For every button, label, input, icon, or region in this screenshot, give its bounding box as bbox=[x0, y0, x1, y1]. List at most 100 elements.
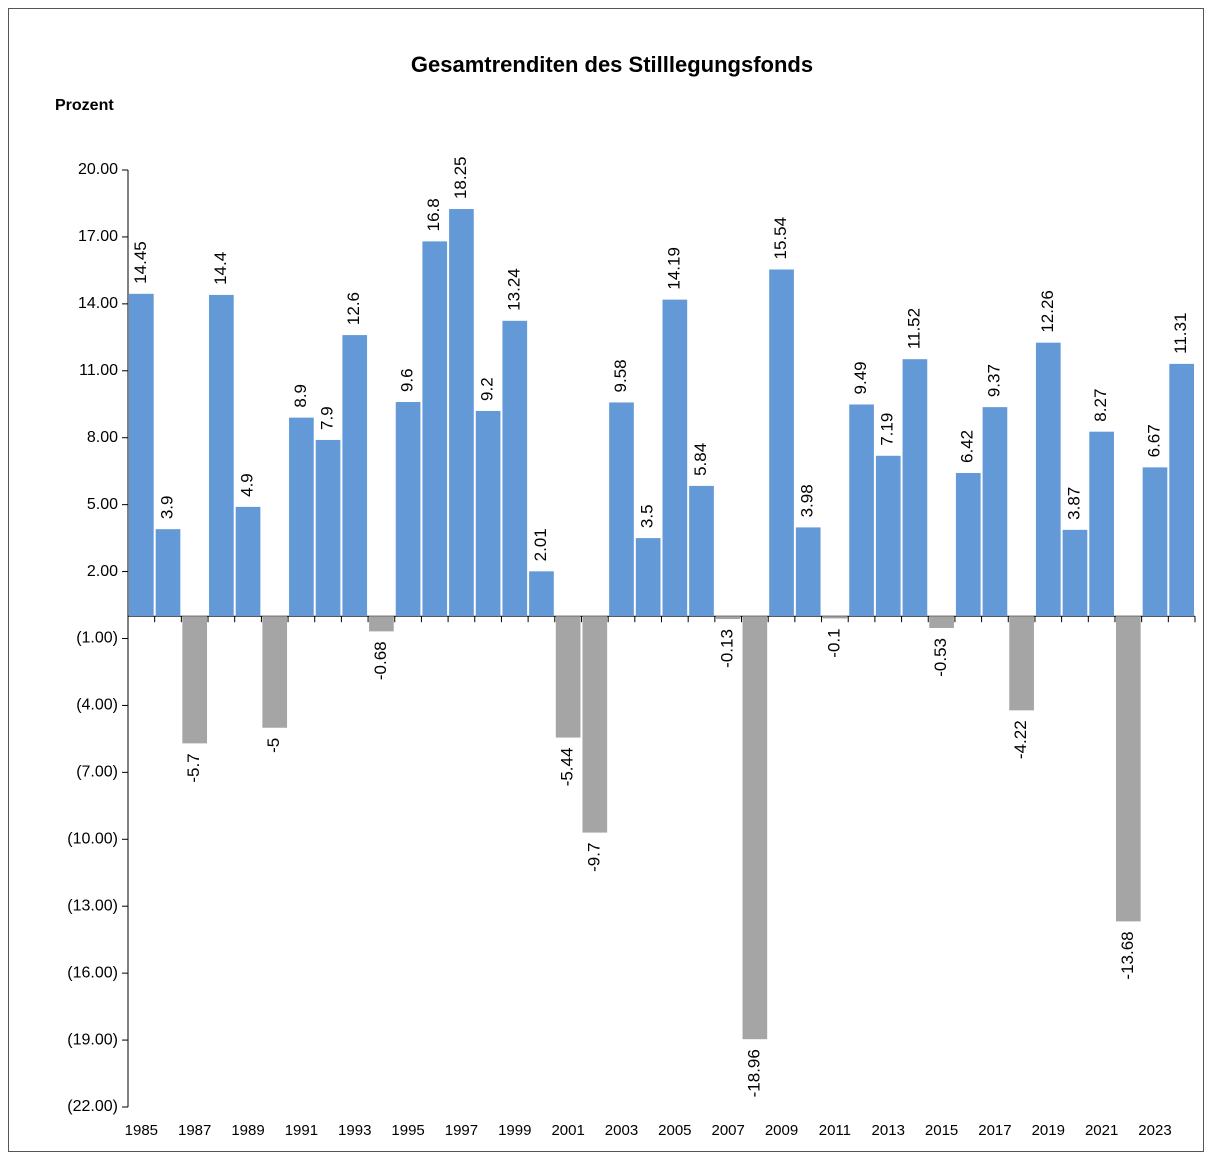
x-tick-label: 1993 bbox=[338, 1122, 371, 1139]
data-label: -5.7 bbox=[184, 753, 203, 782]
y-tick-label: (1.00) bbox=[76, 630, 118, 647]
x-tick-label: 2023 bbox=[1138, 1122, 1171, 1139]
bar bbox=[235, 506, 261, 617]
data-label: 9.49 bbox=[851, 361, 870, 394]
data-label: 8.27 bbox=[1091, 389, 1110, 422]
bar bbox=[449, 209, 474, 617]
bar bbox=[342, 335, 368, 617]
data-label: 8.9 bbox=[291, 384, 310, 408]
bar bbox=[1035, 342, 1061, 617]
bar bbox=[662, 299, 688, 617]
bar bbox=[982, 407, 1008, 617]
data-label: 3.87 bbox=[1064, 487, 1083, 520]
data-label: 4.9 bbox=[238, 473, 257, 497]
y-tick-label: 8.00 bbox=[87, 429, 118, 446]
bar bbox=[769, 269, 794, 617]
data-label: -5 bbox=[264, 738, 283, 753]
x-tick-label: 2001 bbox=[551, 1122, 584, 1139]
x-tick-label: 1985 bbox=[125, 1122, 158, 1139]
x-tick-label: 2015 bbox=[925, 1122, 958, 1139]
y-tick-label: 17.00 bbox=[78, 228, 118, 245]
data-label: -9.7 bbox=[584, 843, 603, 872]
data-label: 9.37 bbox=[984, 364, 1003, 397]
x-tick-label: 2021 bbox=[1085, 1122, 1118, 1139]
data-label: -0.53 bbox=[931, 638, 950, 677]
bar bbox=[875, 455, 901, 617]
data-label: -5.44 bbox=[558, 748, 577, 787]
bar bbox=[369, 616, 394, 632]
bar bbox=[529, 571, 554, 617]
bar bbox=[1169, 363, 1194, 617]
data-label: 12.6 bbox=[344, 292, 363, 325]
data-label: 11.31 bbox=[1171, 313, 1190, 354]
bar bbox=[289, 417, 314, 617]
bar bbox=[315, 439, 341, 617]
x-tick-label: 2007 bbox=[712, 1122, 745, 1139]
data-label: 3.9 bbox=[157, 496, 176, 520]
data-label: 6.67 bbox=[1144, 424, 1163, 457]
bar bbox=[795, 527, 821, 617]
data-label: 14.45 bbox=[131, 241, 150, 284]
x-tick-label: 2005 bbox=[658, 1122, 691, 1139]
data-label: 3.98 bbox=[798, 484, 817, 517]
data-label: 14.4 bbox=[211, 252, 230, 285]
x-tick-label: 2017 bbox=[978, 1122, 1011, 1139]
bar bbox=[422, 241, 448, 617]
x-tick-label: 1987 bbox=[178, 1122, 211, 1139]
data-label: 9.6 bbox=[398, 368, 417, 392]
bar bbox=[182, 616, 208, 744]
x-tick-label: 1997 bbox=[445, 1122, 478, 1139]
data-label: 16.8 bbox=[424, 198, 443, 231]
data-label: 14.19 bbox=[664, 247, 683, 290]
y-tick-label: (10.00) bbox=[67, 831, 118, 848]
x-tick-label: 2019 bbox=[1032, 1122, 1065, 1139]
data-label: 2.01 bbox=[531, 528, 550, 561]
x-tick-label: 1995 bbox=[391, 1122, 424, 1139]
bar bbox=[955, 472, 981, 617]
bar bbox=[1115, 616, 1141, 922]
data-label: 18.25 bbox=[451, 156, 470, 199]
x-tick-label: 2003 bbox=[605, 1122, 638, 1139]
data-label: -0.13 bbox=[718, 629, 737, 668]
y-tick-label: (16.00) bbox=[67, 964, 118, 981]
bar bbox=[849, 404, 874, 617]
data-label: 5.84 bbox=[691, 443, 710, 476]
data-label: 6.42 bbox=[958, 430, 977, 463]
data-label: -13.68 bbox=[1118, 931, 1137, 979]
bar bbox=[635, 538, 661, 617]
y-tick-label: (13.00) bbox=[67, 897, 118, 914]
bar bbox=[155, 529, 181, 617]
bar bbox=[209, 294, 234, 617]
y-tick-label: 14.00 bbox=[78, 295, 118, 312]
bar bbox=[1089, 431, 1114, 617]
bar bbox=[902, 359, 928, 617]
y-tick-label: 2.00 bbox=[87, 563, 118, 580]
bar bbox=[262, 616, 288, 728]
data-label: 15.54 bbox=[771, 217, 790, 260]
bar bbox=[475, 410, 501, 617]
x-tick-label: 2011 bbox=[819, 1122, 851, 1139]
bar bbox=[555, 616, 581, 738]
bar bbox=[689, 485, 714, 617]
bar bbox=[1009, 616, 1034, 711]
chart-frame bbox=[8, 8, 1204, 1152]
x-tick-label: 1991 bbox=[285, 1122, 318, 1139]
bar bbox=[395, 402, 421, 617]
y-tick-label: 5.00 bbox=[87, 496, 118, 513]
bar bbox=[822, 616, 848, 619]
data-label: 9.58 bbox=[611, 359, 630, 392]
bar bbox=[609, 402, 634, 617]
chart-title: Gesamtrenditen des Stilllegungsfonds bbox=[411, 52, 813, 77]
bar bbox=[502, 320, 528, 617]
y-tick-label: 11.00 bbox=[79, 362, 118, 379]
bar bbox=[1142, 467, 1168, 617]
bar bbox=[129, 293, 154, 617]
bar bbox=[742, 616, 768, 1040]
data-label: 12.26 bbox=[1038, 290, 1057, 333]
bar bbox=[929, 616, 954, 629]
y-tick-label: 20.00 bbox=[78, 161, 118, 178]
x-tick-label: 2013 bbox=[872, 1122, 905, 1139]
data-label: 13.24 bbox=[504, 268, 523, 311]
data-label: 3.5 bbox=[638, 504, 657, 528]
